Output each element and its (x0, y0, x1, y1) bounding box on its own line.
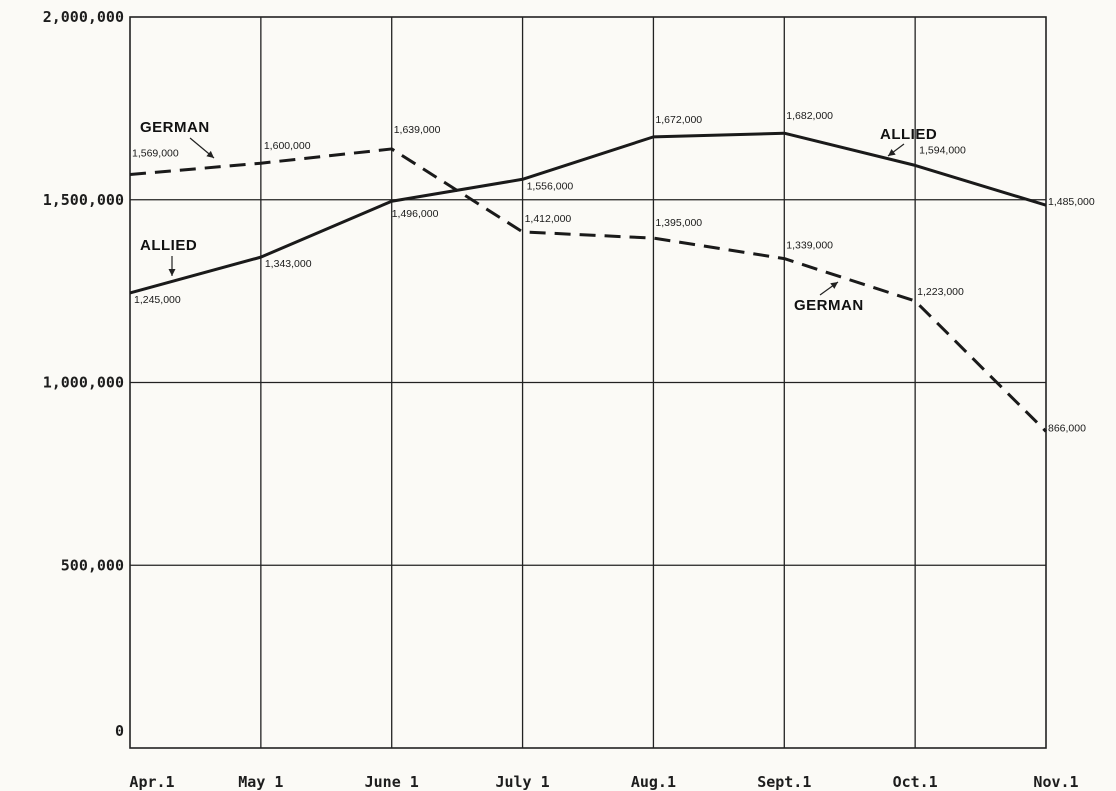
series-annotation-allied: ALLIED (880, 126, 937, 143)
series-annotation-german: GERMAN (140, 119, 210, 136)
data-label-german: 1,412,000 (525, 213, 572, 225)
annotation-arrowhead (168, 269, 176, 276)
data-label-allied: 1,485,000 (1048, 196, 1095, 208)
x-tick-label: June 1 (365, 773, 419, 791)
y-tick-label: 2,000,000 (43, 8, 124, 26)
data-label-allied: 1,245,000 (134, 294, 181, 306)
data-label-allied: 1,556,000 (527, 180, 574, 192)
x-tick-label: Apr.1 (129, 773, 174, 791)
data-label-allied: 1,594,000 (919, 144, 966, 156)
y-tick-label: 0 (115, 722, 124, 740)
axis-labels: 0 500,000 1,000,000 1,500,000 2,000,000 Apr.1… (43, 8, 1079, 791)
x-tick-label: Aug.1 (631, 773, 676, 791)
data-label-allied: 1,672,000 (655, 114, 702, 126)
grid (129, 16, 1047, 749)
data-label-allied: 1,343,000 (265, 258, 312, 270)
annotations: GERMAN GERMAN ALLIED ALLIED (140, 119, 937, 314)
data-label-allied: 1,682,000 (786, 110, 833, 122)
x-tick-label: July 1 (495, 773, 549, 791)
y-tick-label: 500,000 (61, 556, 124, 574)
data-labels: 1,569,000 1,600,000 1,639,000 1,412,000 1,39… (132, 110, 1095, 434)
x-tick-label: Nov.1 (1033, 773, 1078, 791)
annotation-arrowhead (888, 149, 896, 156)
x-tick-label: Sept.1 (757, 773, 811, 791)
x-tick-label: May 1 (238, 773, 283, 791)
series-annotation-allied: ALLIED (140, 237, 197, 254)
series-line-german (129, 147, 1048, 433)
data-label-german: 1,395,000 (655, 217, 702, 229)
data-label-allied: 1,496,000 (392, 208, 439, 220)
data-label-german: 1,600,000 (264, 140, 311, 152)
data-label-german: 1,569,000 (132, 148, 179, 160)
annotation-arrowhead (206, 150, 214, 158)
series-line-allied (129, 131, 1047, 295)
y-tick-label: 1,000,000 (43, 374, 124, 392)
data-label-german: 866,000 (1048, 422, 1086, 434)
data-label-german: 1,223,000 (917, 286, 964, 298)
x-tick-label: Oct.1 (893, 773, 938, 791)
series-annotation-german: GERMAN (794, 297, 864, 314)
y-tick-label: 1,500,000 (43, 191, 124, 209)
annotation-arrowhead (830, 282, 838, 289)
data-label-german: 1,339,000 (786, 240, 833, 252)
data-label-german: 1,639,000 (394, 124, 441, 136)
series-layer (129, 131, 1048, 433)
